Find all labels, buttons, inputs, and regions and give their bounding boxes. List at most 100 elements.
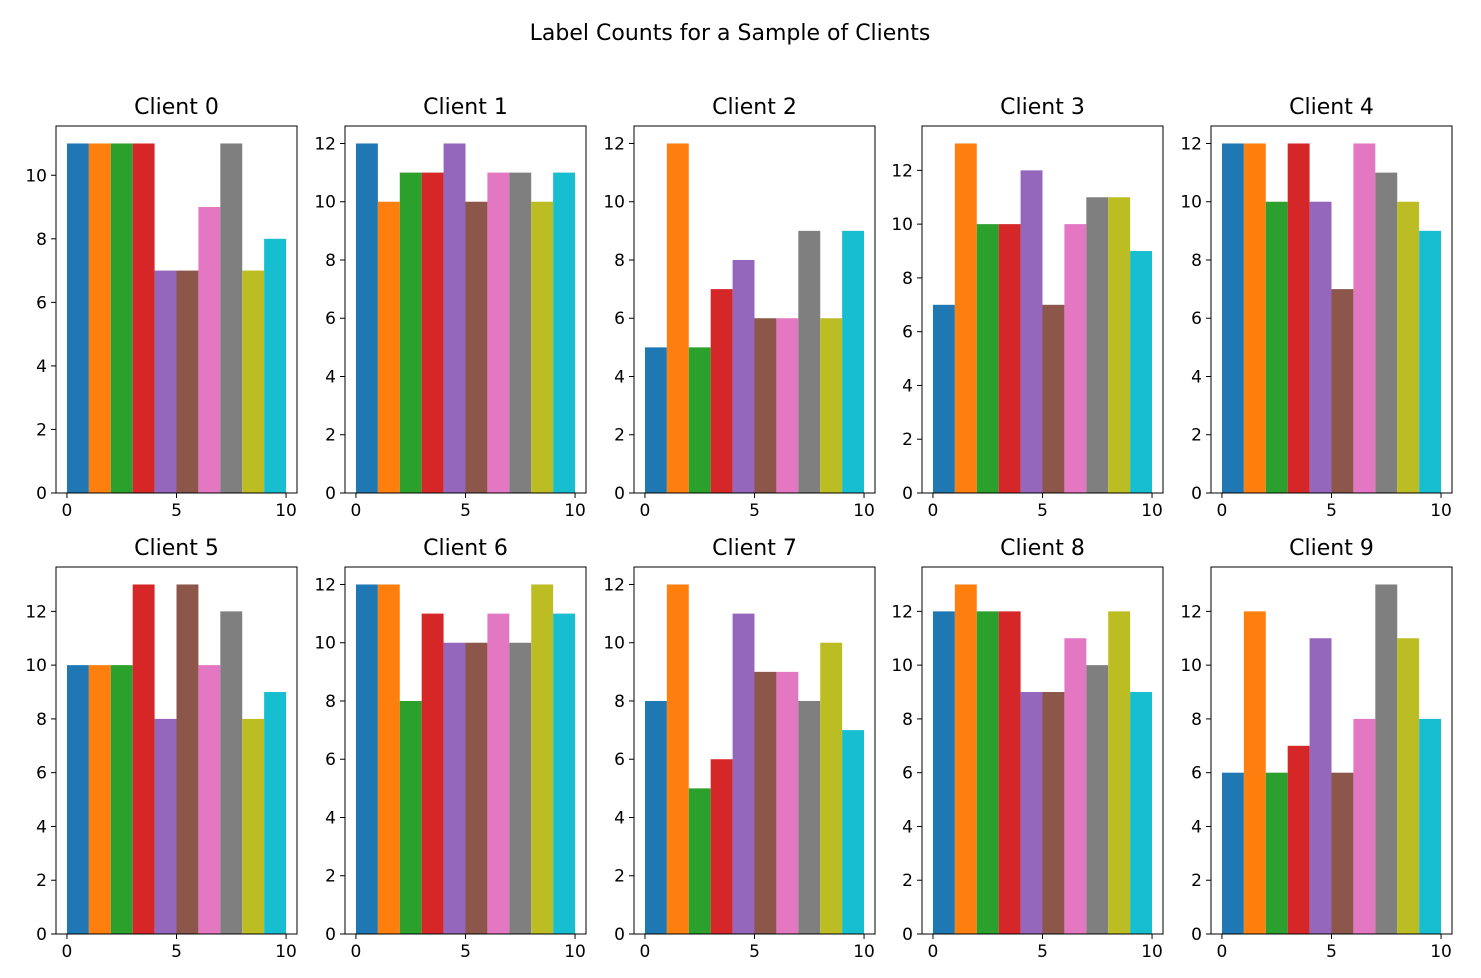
y-tick-label: 2 — [325, 426, 336, 446]
bar — [820, 318, 843, 493]
y-tick-label: 6 — [614, 309, 625, 329]
bar — [110, 665, 133, 934]
x-tick-label: 0 — [351, 501, 362, 521]
y-tick-label: 12 — [603, 575, 625, 595]
y-tick-label: 4 — [614, 808, 625, 828]
bar — [1397, 638, 1420, 934]
x-tick-label: 0 — [62, 501, 73, 521]
x-tick-label: 5 — [749, 942, 760, 962]
y-tick-label: 10 — [603, 634, 625, 654]
bar — [976, 611, 999, 934]
bar — [732, 613, 755, 934]
bar — [132, 584, 155, 934]
y-tick-label: 4 — [1191, 817, 1202, 837]
x-tick-label: 10 — [1430, 501, 1452, 521]
y-tick-label: 2 — [325, 867, 336, 887]
bar — [666, 584, 689, 934]
y-tick-label: 0 — [325, 925, 336, 945]
x-tick-label: 0 — [928, 501, 939, 521]
y-tick-label: 6 — [902, 764, 913, 784]
bar — [198, 207, 221, 493]
y-tick-label: 6 — [614, 750, 625, 770]
bar — [443, 642, 466, 934]
panel-client-3: Client 3 0 5 10 0 2 4 6 8 10 12 — [891, 95, 1164, 521]
y-tick-label: 10 — [891, 215, 913, 235]
bar — [264, 692, 287, 934]
bar — [198, 665, 221, 934]
bar — [1375, 584, 1398, 934]
x-tick-label: 10 — [1430, 942, 1452, 962]
bar — [66, 143, 89, 493]
bar — [732, 259, 755, 493]
panels: Client 0 0 5 10 0 2 4 6 8 10 Client 1 0 5 10 0 2 4 6 8 10 12… — [25, 95, 1453, 962]
panel-client-0: Client 0 0 5 10 0 2 4 6 8 10 — [25, 95, 298, 521]
bar — [531, 584, 554, 934]
y-tick-label: 8 — [1191, 251, 1202, 271]
y-tick-label: 10 — [25, 166, 47, 186]
bar — [487, 172, 510, 493]
bar — [1375, 172, 1398, 493]
y-tick-label: 0 — [325, 484, 336, 504]
panel-client-1: Client 1 0 5 10 0 2 4 6 8 10 12 — [314, 95, 587, 521]
panel-client-2: Client 2 0 5 10 0 2 4 6 8 10 12 — [603, 95, 876, 521]
bar — [976, 224, 999, 493]
x-tick-label: 10 — [1141, 501, 1163, 521]
y-tick-label: 4 — [36, 817, 47, 837]
bar — [154, 718, 177, 934]
x-tick-label: 0 — [928, 942, 939, 962]
y-tick-label: 10 — [314, 193, 336, 213]
bar — [998, 611, 1021, 934]
x-tick-label: 0 — [640, 501, 651, 521]
bar — [1397, 201, 1420, 493]
y-tick-label: 0 — [902, 925, 913, 945]
bar — [242, 270, 265, 493]
bar — [1130, 251, 1153, 493]
y-tick-label: 12 — [1180, 134, 1202, 154]
bar — [776, 318, 799, 493]
bar — [88, 665, 111, 934]
bar — [798, 230, 821, 493]
y-tick-label: 8 — [36, 710, 47, 730]
bar — [220, 611, 243, 934]
bar — [1108, 197, 1131, 493]
panel-client-5: Client 5 0 5 10 0 2 4 6 8 10 12 — [25, 536, 298, 962]
y-tick-label: 4 — [902, 376, 913, 396]
bar — [220, 143, 243, 493]
bar — [1331, 289, 1354, 493]
panel-client-6: Client 6 0 5 10 0 2 4 6 8 10 12 — [314, 536, 587, 962]
y-tick-label: 6 — [325, 309, 336, 329]
bar — [1287, 745, 1310, 934]
y-tick-label: 2 — [1191, 426, 1202, 446]
bar — [1042, 304, 1065, 493]
bar — [154, 270, 177, 493]
y-tick-label: 12 — [603, 134, 625, 154]
bar — [487, 613, 510, 934]
bar — [553, 172, 576, 493]
bar — [688, 347, 711, 493]
x-tick-label: 5 — [171, 501, 182, 521]
y-tick-label: 10 — [891, 656, 913, 676]
bar — [710, 759, 733, 934]
bar — [1086, 665, 1109, 934]
bar — [66, 665, 89, 934]
panel-title: Client 5 — [134, 536, 219, 561]
y-tick-label: 8 — [902, 710, 913, 730]
bar — [1020, 170, 1043, 493]
bar — [998, 224, 1021, 493]
bar — [754, 671, 777, 934]
panel-title: Client 8 — [1000, 536, 1085, 561]
y-tick-label: 8 — [325, 251, 336, 271]
x-tick-label: 0 — [1217, 501, 1228, 521]
bar — [798, 700, 821, 934]
bar — [421, 172, 444, 493]
panel-client-4: Client 4 0 5 10 0 2 4 6 8 10 12 — [1180, 95, 1453, 521]
bar — [1265, 772, 1288, 934]
x-tick-label: 0 — [351, 942, 362, 962]
x-tick-label: 10 — [564, 501, 586, 521]
bar — [1130, 692, 1153, 934]
bar — [132, 143, 155, 493]
x-tick-label: 0 — [62, 942, 73, 962]
bar — [443, 143, 466, 493]
panel-client-8: Client 8 0 5 10 0 2 4 6 8 10 12 — [891, 536, 1164, 962]
y-tick-label: 6 — [325, 750, 336, 770]
